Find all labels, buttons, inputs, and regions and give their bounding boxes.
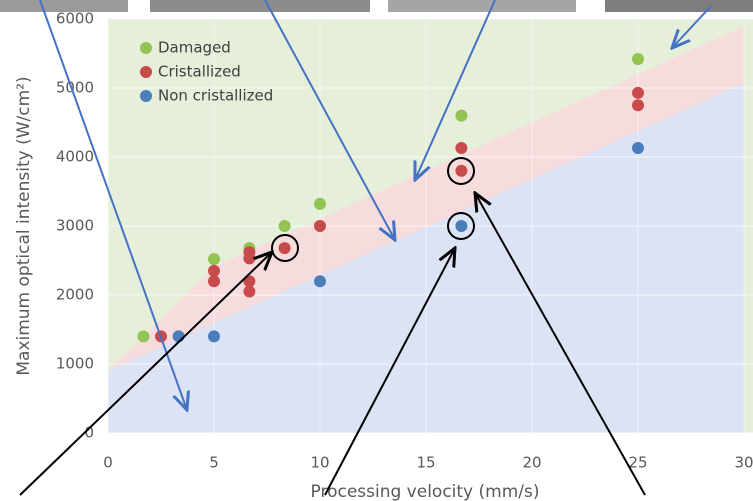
micrograph	[388, 0, 576, 12]
x-tick-label: 20	[522, 454, 541, 472]
micrograph	[605, 0, 753, 12]
legend-marker	[140, 42, 152, 54]
data-point	[208, 253, 220, 265]
data-point	[314, 275, 326, 287]
data-point	[208, 265, 220, 277]
y-tick-label: 3000	[56, 217, 94, 235]
x-axis-title: Processing velocity (mm/s)	[311, 482, 540, 501]
data-point	[279, 220, 291, 232]
data-point	[243, 286, 255, 298]
micrograph	[0, 0, 128, 12]
x-tick-label: 0	[103, 454, 113, 472]
y-tick-label: 1000	[56, 355, 94, 373]
y-tick-label: 4000	[56, 148, 94, 166]
data-point	[314, 198, 326, 210]
x-tick-label: 30	[734, 454, 753, 472]
data-point	[632, 87, 644, 99]
legend-label: Non cristallized	[158, 87, 273, 105]
legend-marker	[140, 90, 152, 102]
data-point	[455, 220, 467, 232]
micrograph	[150, 0, 370, 12]
image-strip	[0, 0, 753, 12]
legend-label: Cristallized	[158, 63, 241, 81]
data-point	[314, 220, 326, 232]
data-point	[208, 330, 220, 342]
data-point	[455, 165, 467, 177]
chart: 0100020003000400050006000051015202530 Da…	[0, 0, 753, 501]
x-tick-label: 5	[209, 454, 219, 472]
x-tick-label: 15	[416, 454, 435, 472]
data-point	[455, 142, 467, 154]
y-tick-label: 2000	[56, 286, 94, 304]
legend-marker	[140, 66, 152, 78]
y-axis-title: Maximum optical intensity (W/cm²)	[14, 76, 34, 375]
x-tick-label: 10	[310, 454, 329, 472]
data-point	[173, 330, 185, 342]
data-point	[243, 252, 255, 264]
data-point	[632, 53, 644, 65]
data-point	[208, 275, 220, 287]
legend-label: Damaged	[158, 39, 231, 57]
data-point	[279, 242, 291, 254]
data-point	[632, 142, 644, 154]
data-point	[455, 110, 467, 122]
data-point	[632, 99, 644, 111]
y-tick-label: 5000	[56, 79, 94, 97]
y-tick-label: 6000	[56, 10, 94, 28]
data-point	[137, 330, 149, 342]
